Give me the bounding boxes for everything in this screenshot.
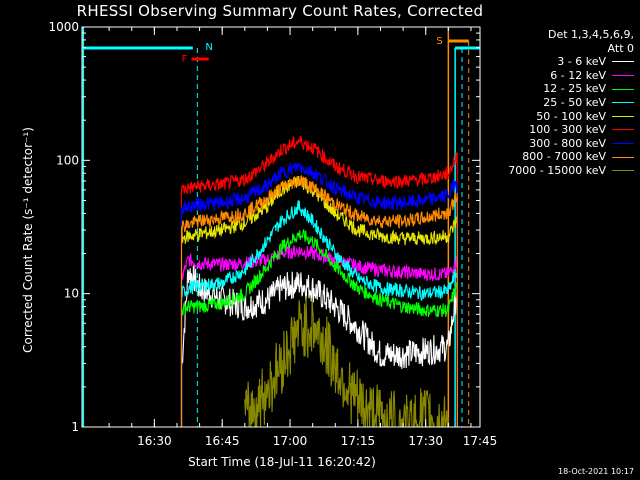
x-tick-label-0: 16:30 xyxy=(137,434,172,448)
y-tick-label-3: 1000 xyxy=(48,20,79,34)
series-7 xyxy=(180,174,458,428)
legend-label-6: 300 - 800 keV xyxy=(529,136,606,150)
legend-label-3: 25 - 50 keV xyxy=(543,95,606,109)
legend-item-5: 100 - 300 keV xyxy=(508,123,634,137)
y-tick-label-0: 1 xyxy=(71,420,79,434)
plot-frame xyxy=(81,26,481,428)
legend-swatch-2 xyxy=(612,88,634,90)
series-3 xyxy=(180,200,458,428)
legend-swatch-0 xyxy=(612,61,634,63)
legend-label-5: 100 - 300 keV xyxy=(529,123,606,137)
marker-s: S xyxy=(436,36,442,47)
legend-swatch-3 xyxy=(612,102,634,104)
legend-item-8: 7000 - 15000 keV xyxy=(508,164,634,178)
legend-item-4: 50 - 100 keV xyxy=(508,110,634,124)
chart-title: RHESSI Observing Summary Count Rates, Co… xyxy=(76,2,484,20)
legend-swatch-7 xyxy=(612,156,634,158)
x-tick-label-3: 17:15 xyxy=(341,434,376,448)
legend-label-1: 6 - 12 keV xyxy=(550,68,606,82)
series-0 xyxy=(180,264,458,428)
y-tick-label-1: 10 xyxy=(64,287,79,301)
timestamp-footer: 18-Oct-2021 10:17 xyxy=(558,467,634,476)
y-axis-label: Corrected Count Rate (s⁻¹ detector⁻¹) xyxy=(21,127,35,353)
chart-series xyxy=(180,135,458,428)
legend-item-3: 25 - 50 keV xyxy=(508,96,634,110)
legend-item-2: 12 - 25 keV xyxy=(508,82,634,96)
legend-item-7: 800 - 7000 keV xyxy=(508,150,634,164)
legend-label-0: 3 - 6 keV xyxy=(557,55,606,69)
legend-item-0: 3 - 6 keV xyxy=(508,55,634,69)
marker-f: F xyxy=(181,54,187,65)
legend-label-8: 7000 - 15000 keV xyxy=(508,163,606,177)
series-8 xyxy=(244,296,449,428)
series-5 xyxy=(180,135,458,428)
legend-header-line-2: Att 0 xyxy=(607,41,634,55)
legend-label-4: 50 - 100 keV xyxy=(536,109,606,123)
chart-ticks: 1 10 100 1000 16:30 16:45 17:00 17:15 17:30 17:45 xyxy=(48,20,497,448)
legend-swatch-6 xyxy=(612,143,634,145)
series-6 xyxy=(180,161,458,428)
legend-swatch-4 xyxy=(612,115,634,117)
legend-item-6: 300 - 800 keV xyxy=(508,137,634,151)
x-tick-label-1: 16:45 xyxy=(205,434,240,448)
y-tick-label-2: 100 xyxy=(56,153,79,167)
legend-label-2: 12 - 25 keV xyxy=(543,82,606,96)
legend: Det 1,3,4,5,6,9, Att 0 3 - 6 keV 6 - 12 k… xyxy=(508,28,634,178)
series-2 xyxy=(180,229,458,428)
legend-swatch-5 xyxy=(612,129,634,131)
legend-swatch-1 xyxy=(612,75,634,77)
legend-swatch-8 xyxy=(612,170,634,172)
legend-item-1: 6 - 12 keV xyxy=(508,69,634,83)
x-tick-label-4: 17:30 xyxy=(408,434,443,448)
chart-overlays: N F S xyxy=(82,27,480,427)
x-axis-label: Start Time (18-Jul-11 16:20:42) xyxy=(188,455,376,469)
legend-header-line-1: Det 1,3,4,5,6,9, xyxy=(547,28,634,41)
marker-n: N xyxy=(205,42,212,53)
x-tick-label-5: 17:45 xyxy=(463,434,498,448)
x-tick-label-2: 17:00 xyxy=(273,434,308,448)
series-1 xyxy=(180,244,458,428)
legend-label-7: 800 - 7000 keV xyxy=(522,150,606,164)
